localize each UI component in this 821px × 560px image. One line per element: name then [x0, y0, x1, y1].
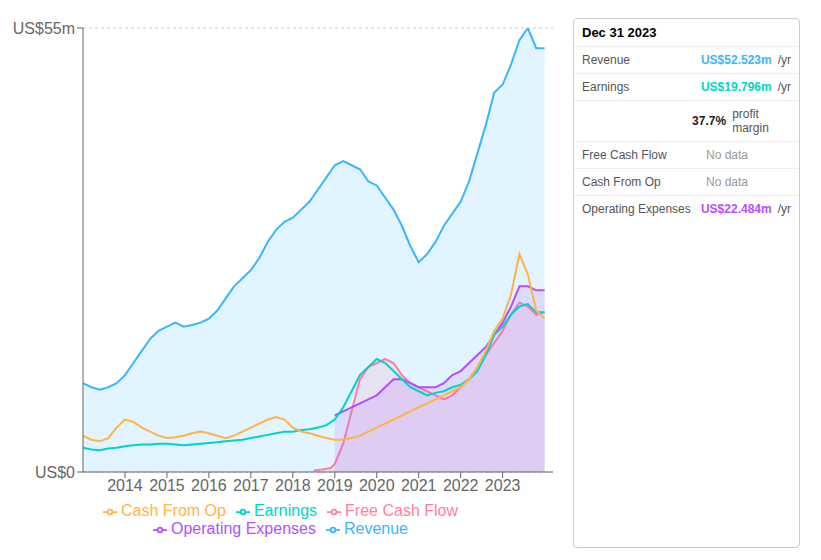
svg-text:2020: 2020 — [359, 477, 395, 494]
svg-text:2014: 2014 — [107, 477, 143, 494]
svg-text:2023: 2023 — [485, 477, 521, 494]
html-text:Operating Expenses: Operating Expenses — [171, 520, 316, 537]
svg-text:2019: 2019 — [317, 477, 353, 494]
html-text:/yr: /yr — [777, 80, 791, 94]
html-text:Earnings: Earnings — [582, 80, 630, 94]
html-text:37.7%: 37.7% — [692, 114, 727, 128]
html-text:No data: No data — [706, 175, 748, 189]
html-text:No data: No data — [706, 148, 748, 162]
html-text:Dec 31 2023: Dec 31 2023 — [582, 25, 657, 40]
html-text:Revenue: Revenue — [582, 53, 630, 67]
svg-text:US$55m: US$55m — [13, 20, 75, 37]
svg-text:2018: 2018 — [275, 477, 311, 494]
html-text:US$19.796m: US$19.796m — [700, 80, 772, 94]
html-text:Operating Expenses: Operating Expenses — [582, 202, 691, 216]
html-text:US$22.484m: US$22.484m — [700, 202, 772, 216]
svg-text:2022: 2022 — [443, 477, 479, 494]
svg-text:US$0: US$0 — [35, 464, 75, 481]
html-text:profit margin: profit margin — [732, 107, 769, 135]
html-text:/yr: /yr — [777, 53, 791, 67]
html-text:Free Cash Flow: Free Cash Flow — [345, 502, 458, 519]
html-text:/yr: /yr — [777, 202, 791, 216]
html-text:US$52.523m: US$52.523m — [700, 53, 772, 67]
html-text:Free Cash Flow: Free Cash Flow — [582, 148, 667, 162]
svg-text:2021: 2021 — [401, 477, 437, 494]
svg-text:2015: 2015 — [149, 477, 185, 494]
html-text:Cash From Op: Cash From Op — [121, 502, 226, 519]
svg-text:2016: 2016 — [191, 477, 227, 494]
svg-text:2017: 2017 — [233, 477, 269, 494]
html-text:Revenue: Revenue — [344, 520, 408, 537]
html-text:Earnings: Earnings — [253, 502, 318, 519]
html-text:Cash From Op: Cash From Op — [582, 175, 661, 189]
